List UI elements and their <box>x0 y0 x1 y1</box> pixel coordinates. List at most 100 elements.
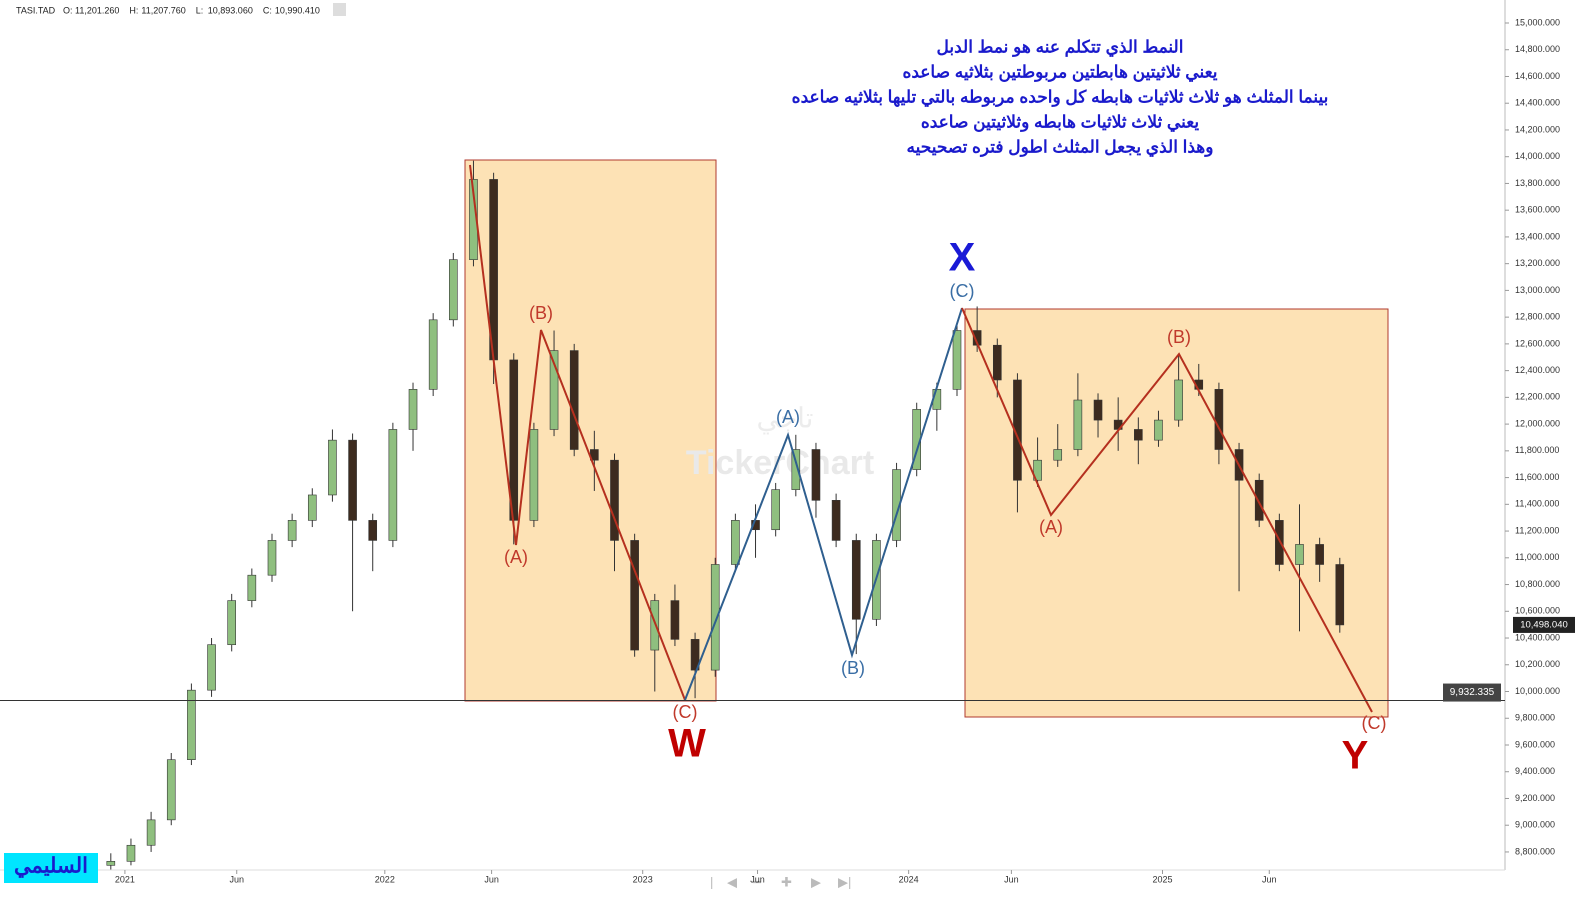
candle-body <box>449 259 458 321</box>
y-tick-label: 12,000.000 <box>1515 418 1560 428</box>
candle-body <box>1093 399 1103 421</box>
wave-box <box>964 308 1389 718</box>
toggle[interactable] <box>333 3 346 16</box>
y-tick-label: 15,000.000 <box>1515 17 1560 27</box>
boxes <box>464 159 1389 718</box>
candle-body <box>851 540 861 620</box>
logo-box <box>4 853 98 883</box>
ohlc-key: H: <box>129 5 138 15</box>
y-tick-label: 13,600.000 <box>1515 205 1560 215</box>
candle-body <box>1214 389 1224 450</box>
candle-body <box>1275 520 1284 565</box>
price-tag-label: 9,932.335 <box>1450 687 1495 698</box>
nav-btn[interactable]: ◀ <box>727 874 737 889</box>
y-tick-label: 12,800.000 <box>1515 312 1560 322</box>
y-tick-label: 13,400.000 <box>1515 231 1560 241</box>
ohlc-value: 10,893.060 <box>208 5 253 15</box>
wave-label: X <box>949 236 976 280</box>
y-tick-label: 9,400.000 <box>1515 766 1555 776</box>
note-line: يعني ثلاث ثلاثيات هابطه وثلاثيتين صاعده <box>921 112 1200 132</box>
candle-body <box>126 844 136 862</box>
candle-body <box>710 564 720 671</box>
nav-btn[interactable]: | <box>710 874 713 889</box>
y-tick-label: 10,200.000 <box>1515 659 1560 669</box>
x-tick-label: 2021 <box>115 874 135 884</box>
wave-line <box>961 307 1373 713</box>
candle-body <box>1315 544 1324 565</box>
wave-lines <box>469 164 1373 713</box>
nav-btn[interactable]: ✚ <box>781 874 792 889</box>
x-tick-label: Jun <box>1004 874 1019 884</box>
y-tick-label: 9,600.000 <box>1515 739 1555 749</box>
candle-body <box>1134 429 1143 441</box>
wave-label: (C) <box>950 281 975 301</box>
y-tick-label: 12,200.000 <box>1515 392 1560 402</box>
note-line: يعني ثلاثيتين هابطتين مربوطتين بثلاثيه ص… <box>902 62 1217 82</box>
candle-body <box>1033 459 1042 481</box>
y-tick-label: 13,000.000 <box>1515 285 1560 295</box>
wave-label: (A) <box>504 547 528 567</box>
logo: السليمي <box>14 855 88 879</box>
nav: | ◀ ━ ✚ ▶ ▶| <box>710 874 851 889</box>
wave-label: (A) <box>1039 517 1063 537</box>
candle-body <box>328 439 337 496</box>
y-tick-label: 10,400.000 <box>1515 632 1560 642</box>
last-price-tag <box>1513 616 1575 633</box>
candle-body <box>1295 544 1304 565</box>
wave-label: Y <box>1342 734 1369 778</box>
axes: 8,800.000 9,000.000 9,200.000 9,400.000 9,60… <box>115 17 1560 884</box>
candle-body <box>992 344 1002 381</box>
candle-body <box>428 319 438 390</box>
candle-body <box>670 600 680 640</box>
x-tick-label: 2022 <box>375 874 395 884</box>
candle-body <box>811 449 821 501</box>
candle-body <box>1073 399 1083 450</box>
candle-body <box>831 500 841 541</box>
candle-body <box>146 819 156 846</box>
candle-body <box>348 439 357 521</box>
wave-label: (B) <box>841 658 865 678</box>
x-tick-label: Jun <box>229 874 244 884</box>
ohlc-key: L: <box>196 5 204 15</box>
candles <box>106 160 1345 870</box>
y-tick-label: 8,800.000 <box>1515 846 1555 856</box>
notes: النمط الذي تتكلم عنه هو نمط الدبل يعني ثل… <box>792 37 1329 157</box>
y-tick-label: 11,200.000 <box>1515 525 1559 535</box>
y-tick-label: 9,800.000 <box>1515 713 1555 723</box>
candle-body <box>287 520 297 541</box>
candle-body <box>1154 419 1163 441</box>
candle-body <box>569 350 579 450</box>
nav-btn[interactable]: ▶| <box>838 874 851 889</box>
y-tick-label: 13,200.000 <box>1515 258 1560 268</box>
candle-body <box>106 861 116 866</box>
ohlc-value: 11,207.760 <box>141 5 185 15</box>
candle-body <box>368 520 378 541</box>
ohlc-value: 10,990.410 <box>275 5 320 15</box>
candle-body <box>166 759 176 821</box>
header: TASI.TAD O: 11,201.260 H: 11,207.760 L: 10,89… <box>16 3 346 16</box>
candle-body <box>791 449 801 490</box>
candle-body <box>307 494 317 521</box>
x-tick-label: 2024 <box>899 874 919 884</box>
candle-body <box>1254 479 1264 521</box>
y-tick-label: 10,000.000 <box>1515 686 1560 696</box>
y-tick-label: 12,400.000 <box>1515 365 1560 375</box>
y-tick-label: 14,400.000 <box>1515 98 1560 108</box>
wave-label: (C) <box>1362 713 1387 733</box>
candle-body <box>388 429 398 541</box>
candle-body <box>529 429 539 521</box>
candle-body <box>650 600 660 651</box>
y-tick-label: 14,600.000 <box>1515 71 1560 81</box>
candle-body <box>549 350 559 430</box>
nav-btn[interactable]: ▶ <box>811 874 821 889</box>
nav-btn[interactable]: ━ <box>752 874 761 889</box>
candle-body <box>207 644 216 691</box>
x-tick-label: 2025 <box>1152 874 1172 884</box>
y-tick-label: 10,800.000 <box>1515 579 1560 589</box>
price-tag <box>1443 683 1501 702</box>
y-tick-label: 9,000.000 <box>1515 820 1555 830</box>
candle-body <box>1174 379 1183 421</box>
ohlc-key: O: <box>63 5 73 15</box>
candle-body <box>267 540 277 576</box>
